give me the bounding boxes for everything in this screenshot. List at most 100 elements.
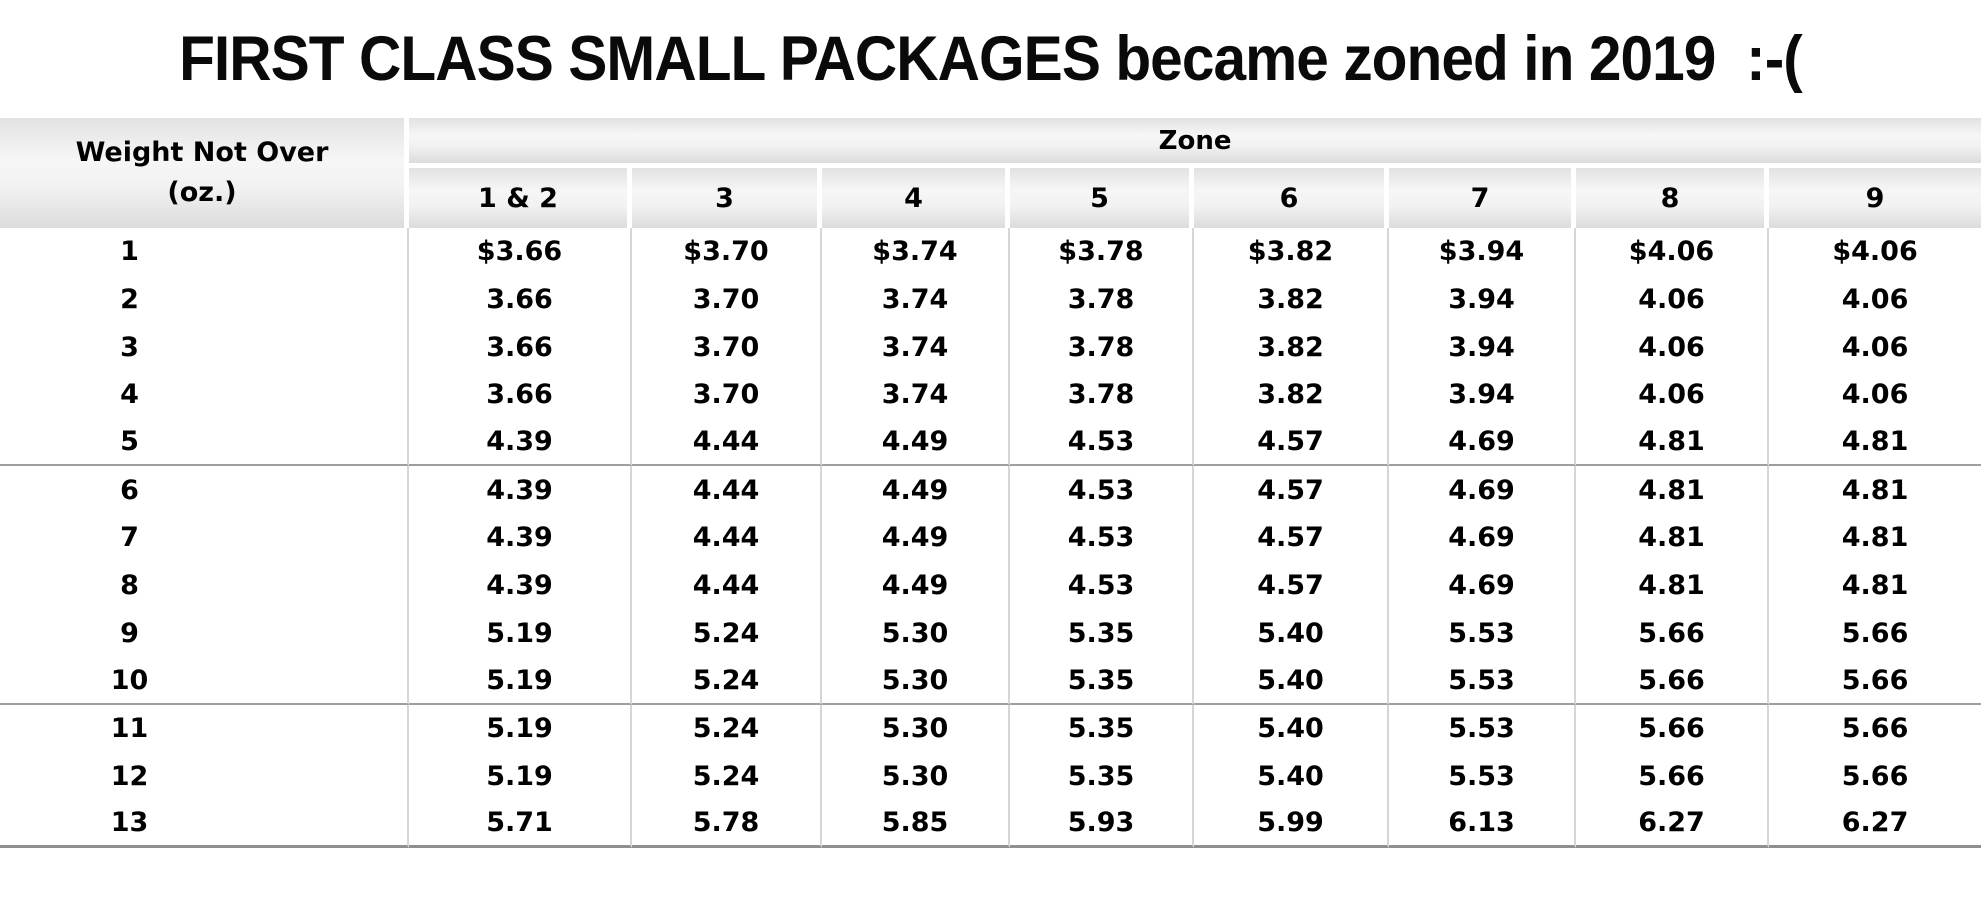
price-cell: 4.49 xyxy=(822,466,1010,515)
weight-cell: 9 xyxy=(0,609,409,658)
weight-cell: 5 xyxy=(0,418,409,467)
rate-table-body: 1 $3.66 $3.70 $3.74 $3.78 $3.82 $3.94 $4.06 $4.… xyxy=(0,228,1981,848)
price-cell: 4.49 xyxy=(822,418,1010,467)
price-cell: 4.06 xyxy=(1576,275,1769,324)
price-cell: 5.40 xyxy=(1194,752,1389,801)
price-cell: 3.66 xyxy=(409,323,632,372)
price-cell: 5.66 xyxy=(1576,704,1769,753)
price-cell: 3.78 xyxy=(1010,371,1194,419)
price-cell: 5.66 xyxy=(1769,609,1981,658)
price-cell: 5.19 xyxy=(409,609,632,658)
price-cell: 5.24 xyxy=(632,657,822,705)
zone-column-header-5: 5 xyxy=(1010,168,1194,228)
table-row: 8 4.39 4.44 4.49 4.53 4.57 4.69 4.81 4.81 xyxy=(0,561,1981,610)
price-cell: 3.82 xyxy=(1194,275,1389,324)
price-cell: 6.27 xyxy=(1576,800,1769,848)
price-cell: 3.74 xyxy=(822,323,1010,372)
page-title: FIRST CLASS SMALL PACKAGES became zoned … xyxy=(179,24,1803,94)
price-cell: 4.69 xyxy=(1389,418,1576,467)
price-cell: 5.19 xyxy=(409,704,632,753)
zone-column-header-3: 3 xyxy=(632,168,822,228)
price-cell: $3.66 xyxy=(409,228,632,276)
price-cell: 4.81 xyxy=(1769,514,1981,562)
price-cell: 4.57 xyxy=(1194,514,1389,562)
table-row: 10 5.19 5.24 5.30 5.35 5.40 5.53 5.66 5.66 xyxy=(0,657,1981,705)
price-cell: 5.35 xyxy=(1010,609,1194,658)
price-cell: 4.53 xyxy=(1010,514,1194,562)
weight-header-line1: Weight Not Over xyxy=(75,136,329,168)
price-cell: 5.30 xyxy=(822,609,1010,658)
table-row: 7 4.39 4.44 4.49 4.53 4.57 4.69 4.81 4.81 xyxy=(0,514,1981,562)
price-cell: 3.94 xyxy=(1389,371,1576,419)
price-cell: 4.81 xyxy=(1576,418,1769,467)
price-cell: 5.30 xyxy=(822,704,1010,753)
price-cell: 4.39 xyxy=(409,561,632,610)
price-cell: 3.82 xyxy=(1194,371,1389,419)
table-row: 3 3.66 3.70 3.74 3.78 3.82 3.94 4.06 4.06 xyxy=(0,323,1981,372)
zone-column-header-7: 7 xyxy=(1389,168,1576,228)
price-cell: 3.94 xyxy=(1389,323,1576,372)
zone-column-header-6: 6 xyxy=(1194,168,1389,228)
price-cell: 3.74 xyxy=(822,275,1010,324)
price-cell: 3.70 xyxy=(632,275,822,324)
weight-header-cell: Weight Not Over (oz.) xyxy=(0,118,409,228)
price-cell: 4.57 xyxy=(1194,418,1389,467)
price-cell: 4.81 xyxy=(1576,514,1769,562)
price-cell: 5.19 xyxy=(409,752,632,801)
price-cell: 5.66 xyxy=(1576,752,1769,801)
price-cell: 3.70 xyxy=(632,371,822,419)
price-cell: 4.39 xyxy=(409,514,632,562)
price-cell: 4.69 xyxy=(1389,514,1576,562)
price-cell: 5.53 xyxy=(1389,704,1576,753)
price-cell: 4.44 xyxy=(632,466,822,515)
price-cell: 3.74 xyxy=(822,371,1010,419)
price-cell: 4.81 xyxy=(1769,561,1981,610)
price-cell: 3.94 xyxy=(1389,275,1576,324)
weight-cell: 11 xyxy=(0,704,409,753)
price-cell: 5.85 xyxy=(822,800,1010,848)
price-cell: 6.27 xyxy=(1769,800,1981,848)
weight-cell: 4 xyxy=(0,371,409,419)
price-cell: 5.66 xyxy=(1769,752,1981,801)
weight-cell: 6 xyxy=(0,466,409,515)
price-cell: 5.35 xyxy=(1010,752,1194,801)
price-cell: 4.81 xyxy=(1576,561,1769,610)
price-cell: 5.35 xyxy=(1010,704,1194,753)
weight-cell: 8 xyxy=(0,561,409,610)
price-cell: 5.30 xyxy=(822,752,1010,801)
zone-group-header: Zone xyxy=(409,118,1981,168)
price-cell: 4.06 xyxy=(1576,371,1769,419)
price-cell: $4.06 xyxy=(1576,228,1769,276)
table-row: 1 $3.66 $3.70 $3.74 $3.78 $3.82 $3.94 $4.06 $4.… xyxy=(0,228,1981,276)
price-cell: 5.40 xyxy=(1194,704,1389,753)
price-cell: 5.30 xyxy=(822,657,1010,705)
price-cell: 4.69 xyxy=(1389,466,1576,515)
price-cell: $3.78 xyxy=(1010,228,1194,276)
price-cell: $4.06 xyxy=(1769,228,1981,276)
price-cell: 4.44 xyxy=(632,561,822,610)
rate-table: Weight Not Over (oz.) Zone 1 & 2 3 4 5 6… xyxy=(0,118,1981,848)
price-cell: 4.06 xyxy=(1769,275,1981,324)
price-cell: 5.66 xyxy=(1769,704,1981,753)
price-cell: 4.44 xyxy=(632,514,822,562)
price-cell: 5.93 xyxy=(1010,800,1194,848)
price-cell: 4.39 xyxy=(409,418,632,467)
price-cell: 5.53 xyxy=(1389,752,1576,801)
price-cell: 3.70 xyxy=(632,323,822,372)
price-cell: 4.44 xyxy=(632,418,822,467)
weight-cell: 2 xyxy=(0,275,409,324)
price-cell: $3.94 xyxy=(1389,228,1576,276)
price-cell: 4.53 xyxy=(1010,466,1194,515)
price-cell: 4.53 xyxy=(1010,418,1194,467)
price-cell: 5.78 xyxy=(632,800,822,848)
table-row: 6 4.39 4.44 4.49 4.53 4.57 4.69 4.81 4.81 xyxy=(0,466,1981,515)
weight-cell: 13 xyxy=(0,800,409,848)
price-cell: 3.66 xyxy=(409,371,632,419)
price-cell: 4.06 xyxy=(1769,323,1981,372)
weight-cell: 1 xyxy=(0,228,409,276)
price-cell: 5.35 xyxy=(1010,657,1194,705)
price-cell: 4.06 xyxy=(1576,323,1769,372)
weight-cell: 7 xyxy=(0,514,409,562)
rate-table-header: Weight Not Over (oz.) Zone 1 & 2 3 4 5 6… xyxy=(0,118,1981,228)
price-cell: 4.69 xyxy=(1389,561,1576,610)
